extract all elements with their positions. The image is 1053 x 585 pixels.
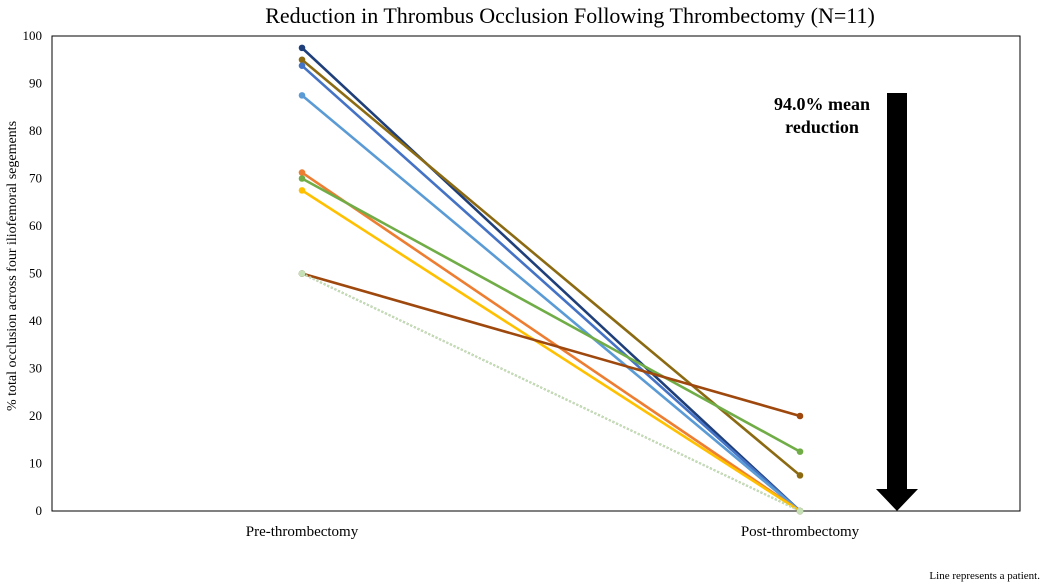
series-point — [796, 448, 804, 455]
series-point — [298, 270, 306, 277]
y-tick-label: 10 — [29, 456, 42, 471]
series-line — [301, 189, 801, 513]
x-category-label: Post-thrombectomy — [741, 524, 860, 540]
x-axis-categories: Pre-thrombectomy Post-thrombectomy — [246, 524, 860, 540]
annotation-line-2: reduction — [785, 117, 859, 137]
series-point — [298, 175, 306, 182]
series-line — [301, 64, 801, 512]
series-point — [298, 56, 306, 64]
series-lines — [301, 46, 801, 513]
y-axis-ticks: 0 10 20 30 40 50 60 70 80 90 100 — [23, 28, 43, 518]
mean-reduction-annotation: 94.0% mean reduction — [774, 93, 918, 511]
series-line — [301, 177, 801, 453]
series-point — [298, 62, 306, 69]
series-point — [796, 412, 804, 420]
series-line — [301, 171, 801, 513]
y-tick-label: 0 — [36, 503, 43, 518]
series-point — [298, 169, 306, 176]
y-tick-label: 100 — [23, 28, 43, 43]
series-point — [298, 44, 306, 52]
y-tick-label: 40 — [29, 313, 42, 328]
chart-title: Reduction in Thrombus Occlusion Followin… — [265, 3, 875, 28]
y-tick-label: 60 — [29, 218, 42, 233]
series-point — [796, 472, 804, 479]
series-point — [796, 507, 804, 515]
series-line — [301, 46, 801, 512]
footnote: Line represents a patient. — [929, 570, 1040, 582]
x-category-label: Pre-thrombectomy — [246, 524, 359, 540]
series-line — [301, 94, 801, 512]
y-tick-label: 50 — [29, 266, 42, 281]
series-point — [298, 187, 306, 194]
series-line — [301, 272, 801, 418]
y-tick-label: 20 — [29, 408, 42, 423]
y-axis-label: % total occlusion across four iliofemora… — [5, 121, 20, 411]
down-arrow-icon — [876, 93, 918, 511]
series-points — [298, 44, 804, 515]
series-line — [301, 272, 801, 512]
y-tick-label: 70 — [29, 171, 42, 186]
series-point — [298, 92, 306, 99]
y-tick-label: 30 — [29, 361, 42, 376]
y-tick-label: 80 — [29, 123, 42, 138]
plot-area-frame — [51, 35, 1021, 512]
y-tick-label: 90 — [29, 76, 42, 91]
annotation-line-1: 94.0% mean — [774, 94, 870, 114]
series-line — [301, 58, 801, 477]
